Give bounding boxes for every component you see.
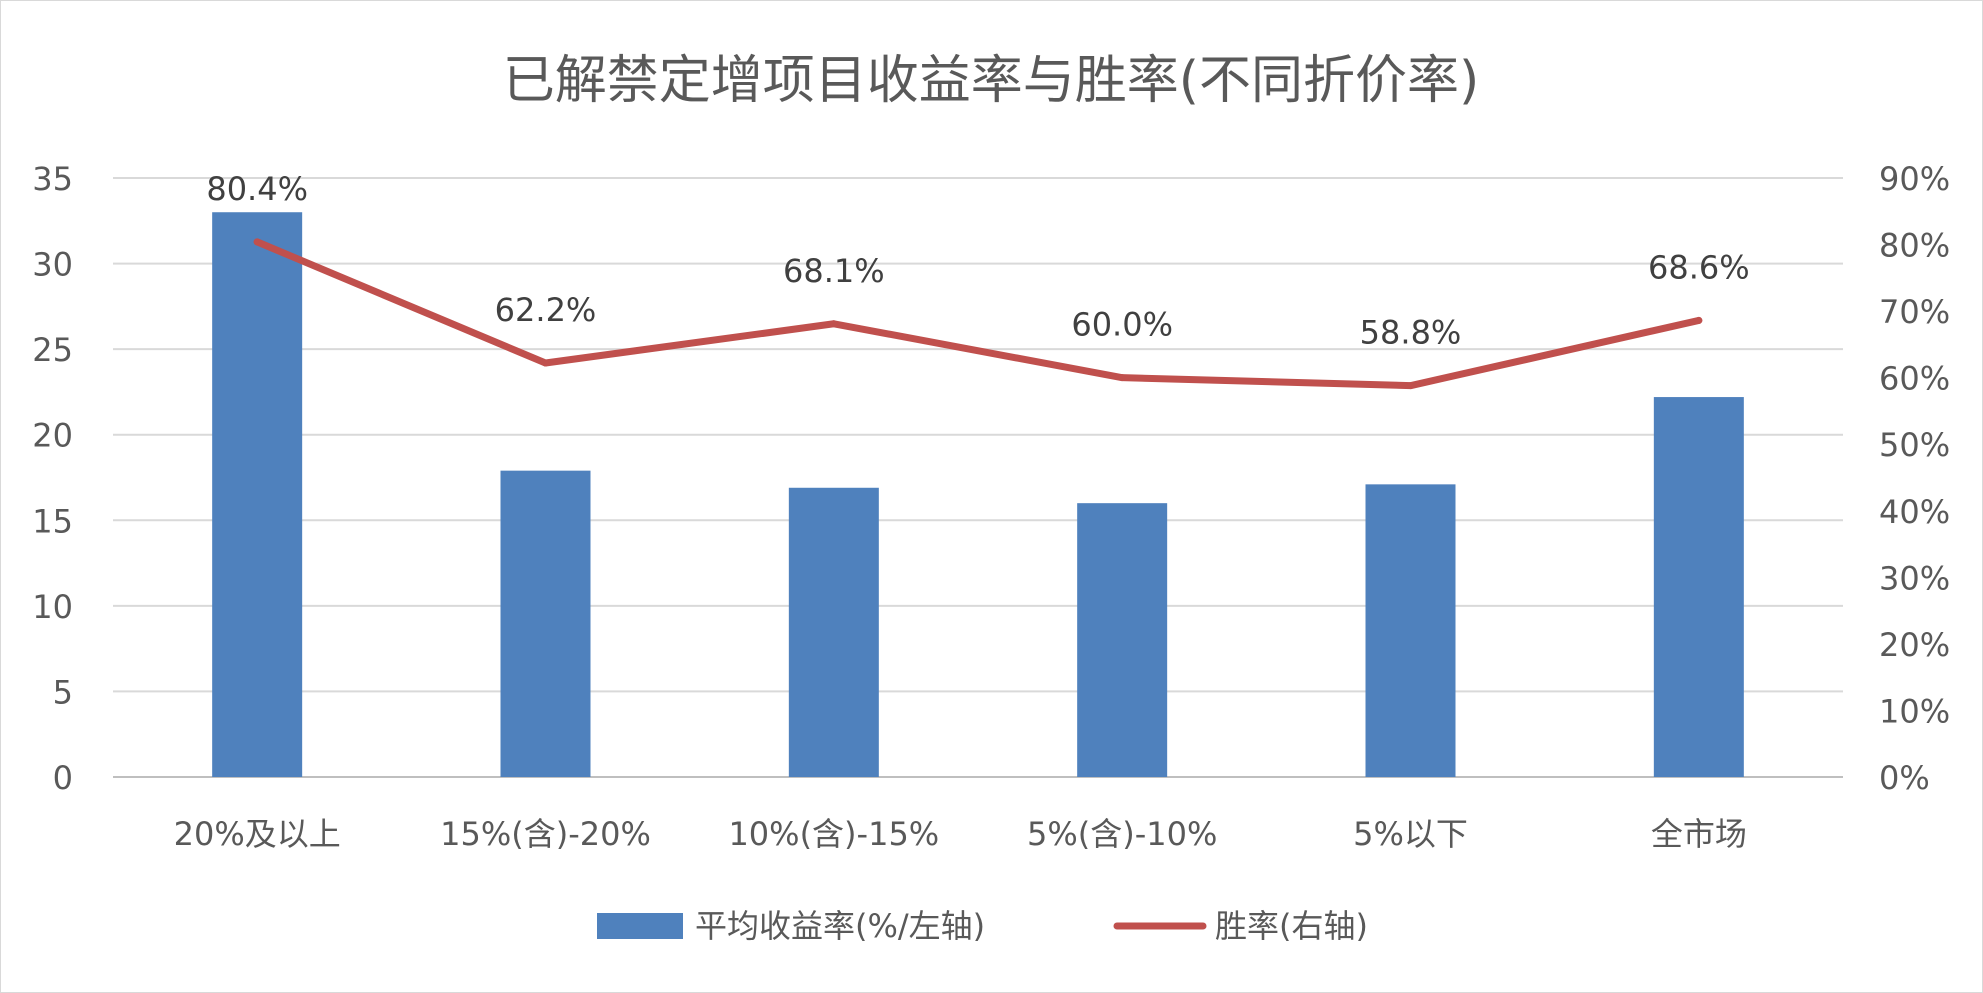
- left-tick-label: 25: [32, 331, 73, 369]
- category-label: 20%及以上: [174, 815, 341, 853]
- bar: [212, 212, 303, 777]
- line-data-label: 58.8%: [1360, 314, 1462, 352]
- bar-series: [212, 212, 1744, 777]
- right-tick-label: 40%: [1879, 493, 1950, 531]
- right-tick-label: 60%: [1879, 360, 1950, 398]
- left-tick-label: 15: [32, 502, 73, 540]
- left-tick-label: 30: [32, 246, 73, 284]
- left-tick-label: 35: [32, 160, 73, 198]
- right-tick-label: 80%: [1879, 227, 1950, 265]
- gridlines: [113, 177, 1843, 778]
- legend-label-line: 胜率(右轴): [1215, 907, 1368, 945]
- right-tick-label: 0%: [1879, 759, 1930, 797]
- legend: 平均收益率(%/左轴) 胜率(右轴): [597, 907, 1368, 945]
- line-data-label: 80.4%: [206, 170, 308, 208]
- left-axis: 0 5 10 15 20 25 30 35: [32, 160, 73, 797]
- line-data-label: 60.0%: [1071, 306, 1173, 344]
- line-data-label: 62.2%: [495, 291, 597, 329]
- legend-label-bar: 平均收益率(%/左轴): [695, 907, 985, 945]
- line-point: [542, 359, 549, 367]
- x-axis: 20%及以上 15%(含)-20% 10%(含)-15% 5%(含)-10% 5%以下 全…: [174, 815, 1747, 853]
- data-labels: 80.4% 62.2% 68.1% 60.0% 58.8% 68.6%: [206, 170, 1749, 352]
- category-label: 5%(含)-10%: [1027, 815, 1217, 853]
- line-point: [1118, 374, 1126, 382]
- right-tick-label: 10%: [1879, 692, 1950, 730]
- line-point: [830, 320, 838, 328]
- line-data-label: 68.1%: [783, 252, 885, 290]
- line-point: [1407, 382, 1414, 390]
- right-axis: 0% 10% 20% 30% 40% 50% 60% 70% 80% 90%: [1879, 160, 1950, 797]
- line-path: [253, 238, 1703, 390]
- line-point: [253, 238, 261, 246]
- category-label: 15%(含)-20%: [440, 815, 651, 853]
- line-point: [1695, 316, 1703, 324]
- line-series: [253, 238, 1703, 390]
- category-label: 10%(含)-15%: [728, 815, 939, 853]
- chart-title: 已解禁定增项目收益率与胜率(不同折价率): [503, 51, 1480, 111]
- right-tick-label: 50%: [1879, 426, 1950, 464]
- category-label: 全市场: [1651, 815, 1747, 853]
- left-tick-label: 20: [32, 417, 73, 455]
- right-tick-label: 30%: [1879, 559, 1950, 597]
- left-tick-label: 5: [53, 673, 73, 711]
- bar: [1365, 484, 1456, 777]
- bar: [788, 487, 879, 777]
- bar: [500, 470, 591, 777]
- right-tick-label: 70%: [1879, 293, 1950, 331]
- right-tick-label: 20%: [1879, 626, 1950, 664]
- left-tick-label: 0: [53, 759, 73, 797]
- line-data-label: 68.6%: [1648, 248, 1750, 286]
- bar: [1653, 397, 1744, 777]
- legend-swatch-bar: [597, 913, 683, 939]
- right-tick-label: 90%: [1879, 160, 1950, 198]
- bar: [1077, 503, 1168, 777]
- category-label: 5%以下: [1353, 815, 1468, 853]
- left-tick-label: 10: [32, 588, 73, 626]
